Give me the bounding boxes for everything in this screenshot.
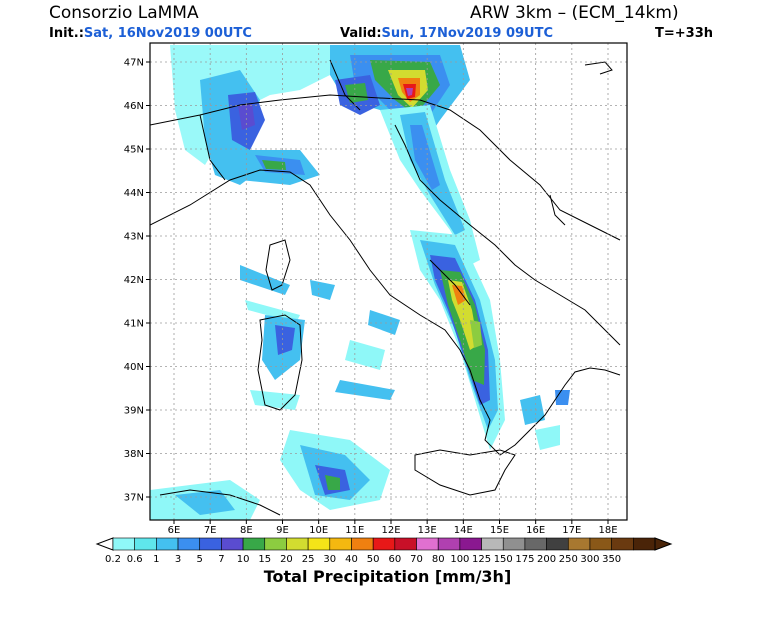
- lat-label: 42N: [124, 275, 144, 286]
- colorbar-level-label: 10: [237, 554, 250, 565]
- lon-label: 7E: [204, 525, 217, 536]
- colorbar-swatch: [372, 537, 396, 551]
- colorbar-swatch: [589, 537, 612, 551]
- colorbar-swatch: [351, 537, 374, 551]
- model-title: ARW 3km – (ECM_14km): [470, 3, 679, 23]
- lon-label: 16E: [526, 525, 545, 536]
- lat-label: 43N: [124, 232, 144, 243]
- colorbar-level-label: 40: [345, 554, 358, 565]
- lead-time: T=+33h: [655, 26, 713, 41]
- valid-label: Valid:: [340, 26, 382, 41]
- colorbar-level-label: 0.6: [127, 554, 143, 565]
- colorbar-swatch: [546, 537, 569, 551]
- colorbar-swatch: [567, 537, 591, 551]
- colorbar-level-label: 7: [218, 554, 224, 565]
- colorbar-swatch: [394, 537, 417, 551]
- colorbar-swatch: [524, 537, 547, 551]
- lat-label: 47N: [124, 58, 144, 69]
- lat-label: 37N: [124, 493, 144, 504]
- lon-label: 13E: [418, 525, 437, 536]
- lon-label: 14E: [454, 525, 473, 536]
- colorbar-swatch: [416, 537, 439, 551]
- colorbar-swatch: [481, 537, 504, 551]
- colorbar-title: Total Precipitation [mm/3h]: [263, 567, 512, 586]
- valid-value: Sun, 17Nov2019 09UTC: [381, 26, 554, 41]
- org-title: Consorzio LaMMA: [49, 3, 199, 23]
- colorbar-level-label: 125: [472, 554, 491, 565]
- map-frame: [149, 42, 628, 521]
- lat-label: 41N: [124, 319, 144, 330]
- colorbar-level-label: 25: [302, 554, 315, 565]
- init-value: Sat, 16Nov2019 00UTC: [83, 26, 252, 41]
- colorbar-level-label: 3: [175, 554, 181, 565]
- init-time: Init.:Sat, 16Nov2019 00UTC: [49, 26, 252, 41]
- colorbar-swatch: [264, 537, 287, 551]
- lon-label: 15E: [490, 525, 509, 536]
- lon-label: 18E: [598, 525, 617, 536]
- colorbar-swatch: [177, 537, 201, 551]
- valid-time: Valid:Sun, 17Nov2019 09UTC: [340, 26, 553, 41]
- colorbar-level-label: 0.2: [105, 554, 121, 565]
- colorbar-swatch: [286, 537, 309, 551]
- colorbar-level-label: 20: [280, 554, 293, 565]
- lon-label: 12E: [381, 525, 400, 536]
- colorbar-level-label: 300: [580, 554, 599, 565]
- precip-field: [150, 45, 570, 520]
- colorbar-level-label: 60: [388, 554, 401, 565]
- colorbar-under-arrow: [95, 537, 114, 551]
- lon-label: 6E: [168, 525, 181, 536]
- longitude-labels: 6E 7E 8E 9E 10E 11E 12E 13E 14E 15E 16E 17E 18E: [168, 520, 618, 536]
- colorbar-swatch: [611, 537, 634, 551]
- lat-label: 46N: [124, 101, 144, 112]
- colorbar-level-label: 50: [367, 554, 380, 565]
- colorbar-level-label: 100: [450, 554, 469, 565]
- colorbar-swatch: [242, 537, 266, 551]
- lat-label: 44N: [124, 188, 144, 199]
- colorbar-swatch: [134, 537, 157, 551]
- colorbar-swatch: [199, 537, 222, 551]
- lon-label: 11E: [345, 525, 364, 536]
- colorbar-swatch: [112, 537, 135, 551]
- colorbar-swatch: [329, 537, 352, 551]
- colorbar-swatch: [307, 537, 331, 551]
- init-label: Init.:: [49, 26, 84, 41]
- lon-label: 8E: [240, 525, 253, 536]
- colorbar-swatch: [459, 537, 482, 551]
- colorbar-level-label: 30: [323, 554, 336, 565]
- lon-label: 10E: [309, 525, 328, 536]
- lon-label: 9E: [276, 525, 289, 536]
- colorbar-swatch: [502, 537, 526, 551]
- colorbar-level-label: 5: [197, 554, 203, 565]
- colorbar-over-arrow: [654, 537, 673, 551]
- colorbar-level-label: 70: [410, 554, 423, 565]
- colorbar-level-label: 15: [258, 554, 271, 565]
- lat-label: 38N: [124, 449, 144, 460]
- lon-label: 17E: [562, 525, 581, 536]
- colorbar-level-label: 150: [494, 554, 513, 565]
- colorbar-level-label: 250: [559, 554, 578, 565]
- lat-label: 45N: [124, 145, 144, 156]
- colorbar-level-label: 175: [515, 554, 534, 565]
- colorbar-level-label: 350: [602, 554, 621, 565]
- latitude-labels: 47N 46N 45N 44N 43N 42N 41N 40N 39N 38N 37N: [124, 58, 150, 504]
- lat-label: 39N: [124, 406, 144, 417]
- colorbar-swatch: [633, 537, 656, 551]
- colorbar-swatch: [437, 537, 461, 551]
- colorbar-swatch: [156, 537, 179, 551]
- colorbar-level-label: 80: [432, 554, 445, 565]
- colorbar-swatch: [221, 537, 244, 551]
- lat-label: 40N: [124, 362, 144, 373]
- colorbar-level-label: 200: [537, 554, 556, 565]
- colorbar-level-label: 1: [153, 554, 159, 565]
- colorbar: 0.2 0.6 1 3 5 7 10 15 20 25 30 40 50 60 70 80 100 125 150 1…: [95, 537, 673, 565]
